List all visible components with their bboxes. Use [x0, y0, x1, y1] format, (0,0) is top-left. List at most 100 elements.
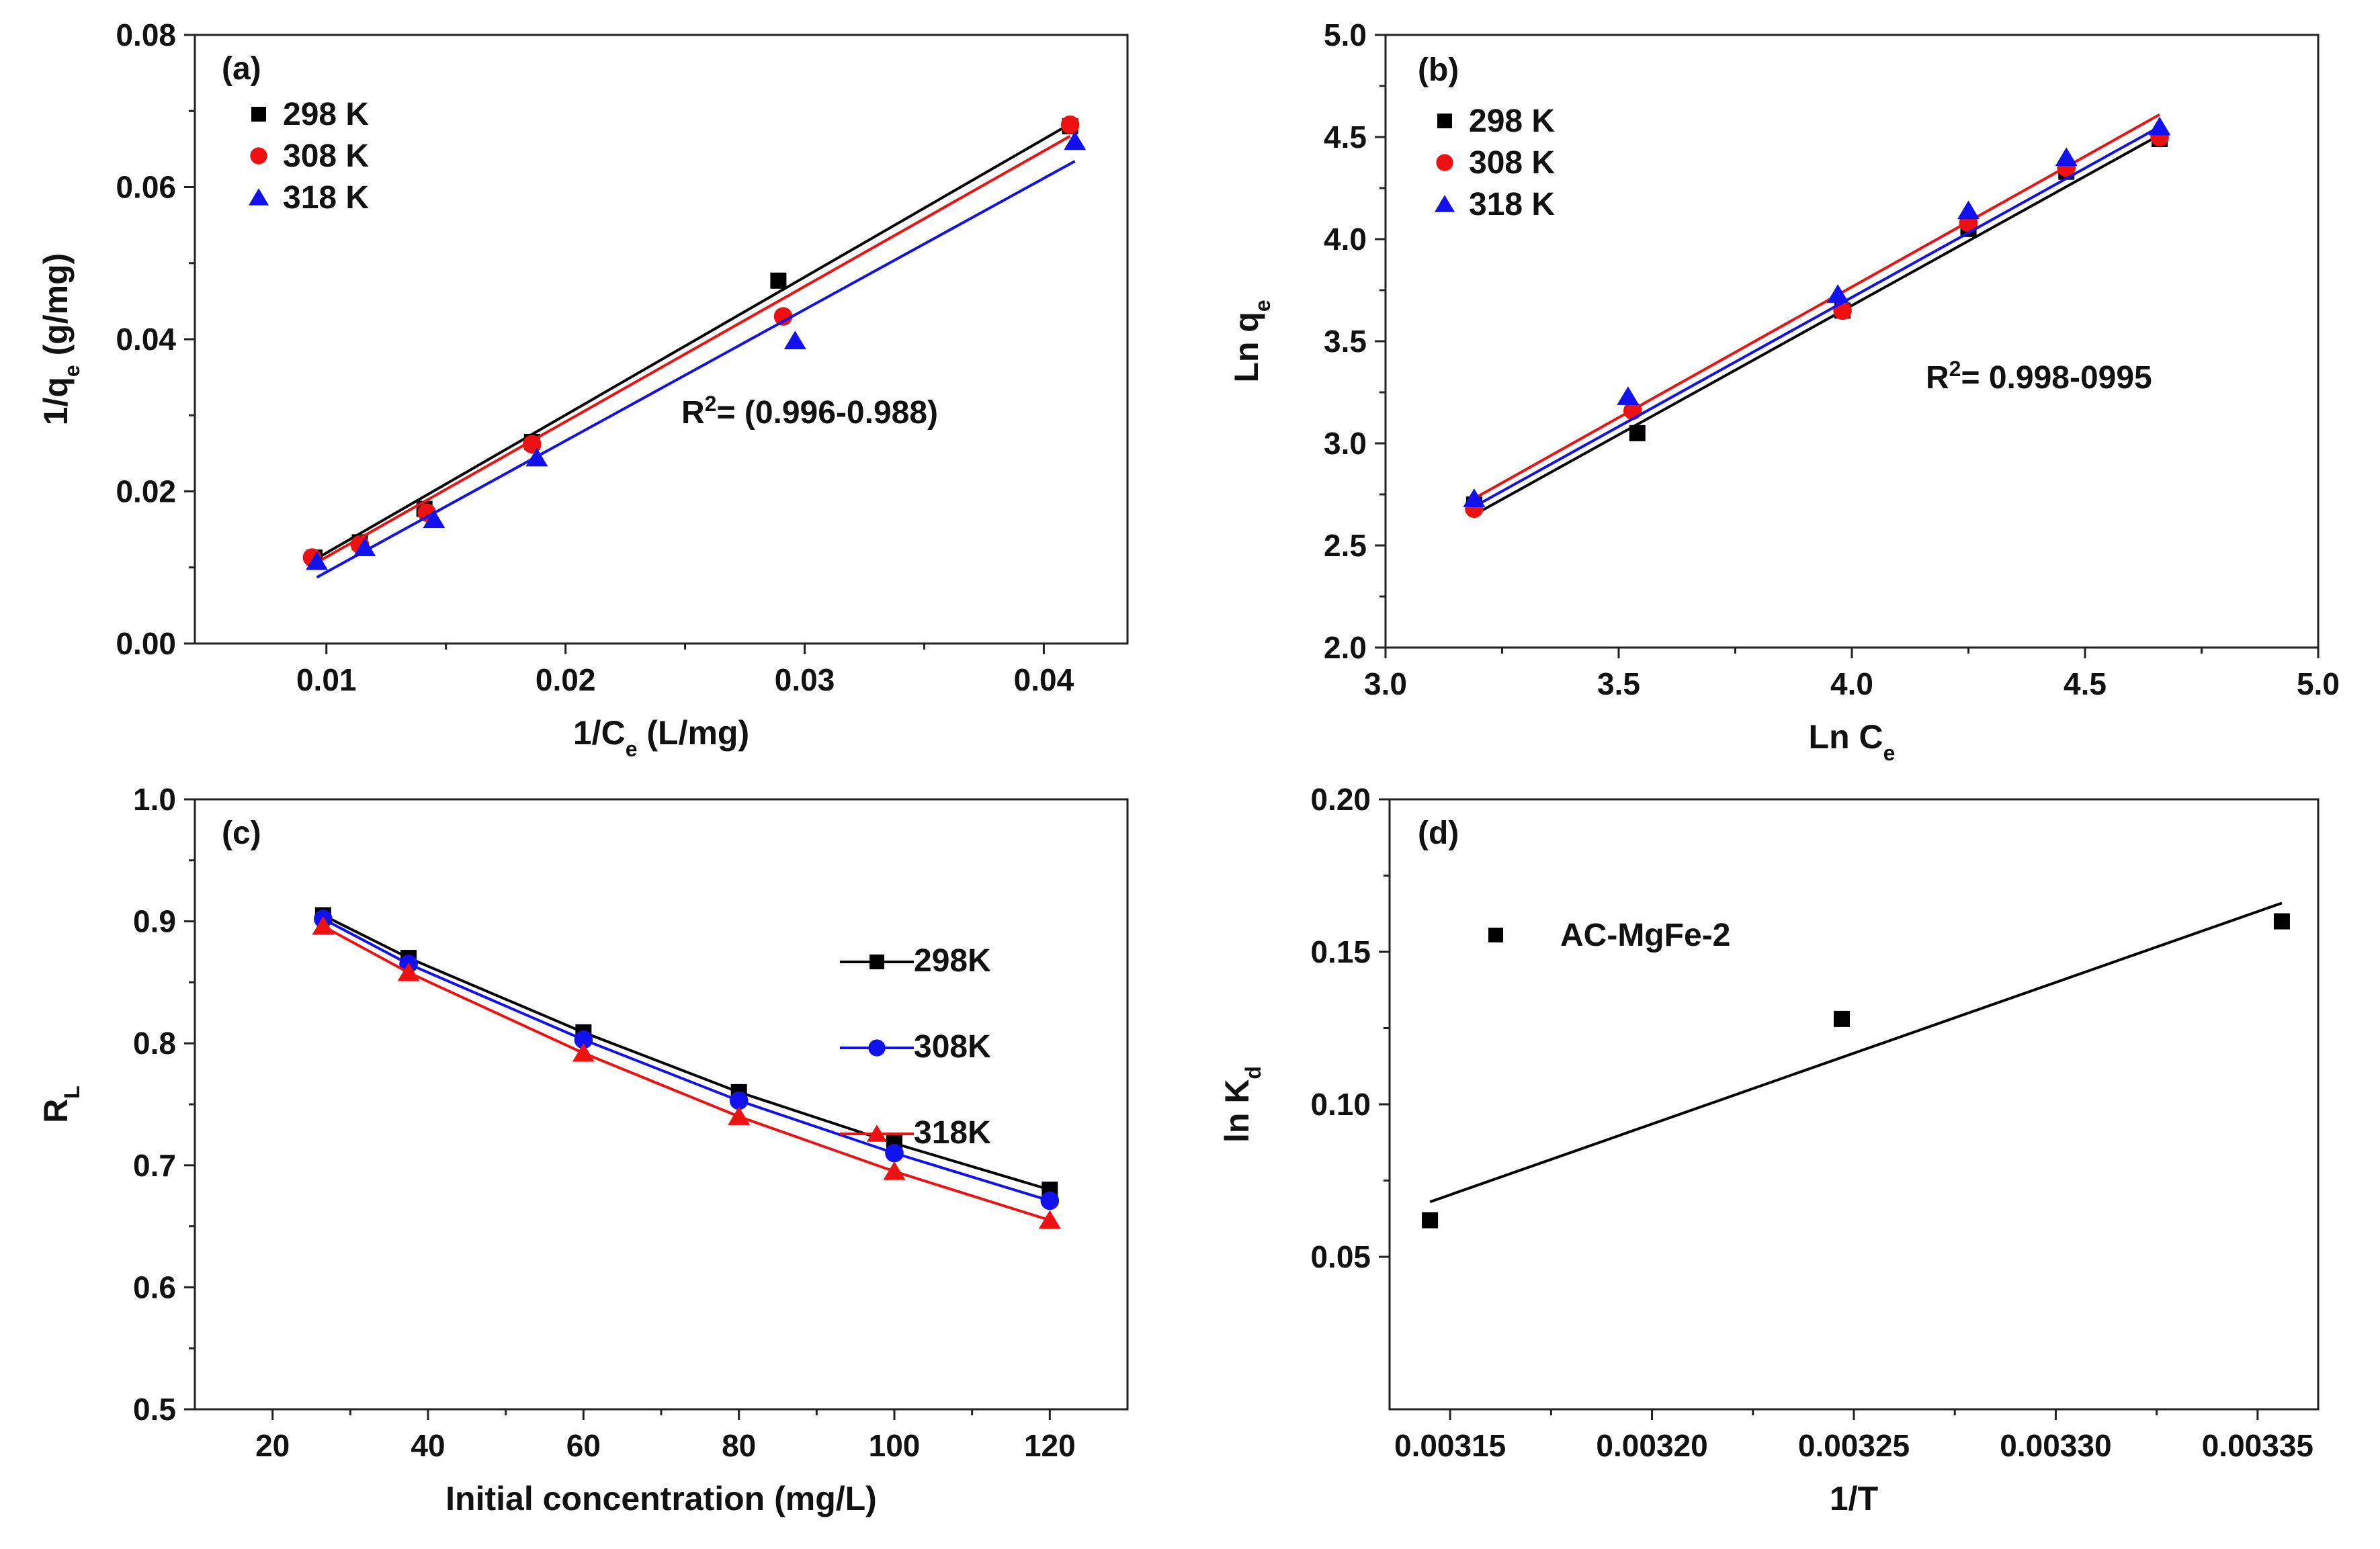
panel-a: 0.01 0.02 0.03 0.04 0.00 0.02 0.04 0.06 0.08 1/Ce… — [37, 17, 1129, 761]
data-point — [1038, 1210, 1061, 1229]
data-point — [572, 1043, 595, 1062]
y-tick-label: 4.5 — [1324, 120, 1367, 154]
y-tick-label: 0.10 — [1310, 1087, 1371, 1122]
y-tick-label: 0.8 — [133, 1026, 176, 1061]
legend-label: 308 K — [1469, 145, 1555, 181]
series-318k — [312, 916, 1061, 1229]
y-tick-label: 0.15 — [1310, 934, 1371, 969]
y-tick-label: 0.06 — [116, 170, 176, 205]
legend-marker — [1437, 114, 1452, 128]
legend-label: 298K — [914, 943, 991, 979]
fit-line — [313, 122, 1071, 562]
panel-d: 0.00315 0.00320 0.00325 0.00330 0.00335 0.05 0… — [1218, 782, 2320, 1517]
x-tick-label: 120 — [1024, 1428, 1076, 1463]
data-point — [728, 1106, 751, 1125]
x-axis-title: Ln Ce — [1809, 718, 1896, 765]
data-point — [2273, 913, 2290, 930]
legend-marker — [1434, 195, 1455, 212]
r-squared-annotation: R2= (0.996-0.988) — [681, 392, 938, 431]
x-axis-title: 1/T — [1830, 1480, 1878, 1517]
series-line — [322, 925, 1050, 1222]
x-tick-label: 0.03 — [775, 662, 835, 697]
legend-marker — [248, 188, 269, 206]
data-point — [423, 509, 445, 529]
legend-label: 318 K — [283, 180, 369, 216]
r-squared-annotation: R2= 0.998-0995 — [1926, 357, 2152, 396]
panel-letter: (c) — [222, 815, 261, 851]
y-tick-label: 0.08 — [116, 17, 176, 52]
legend: 298K 308K 318K — [840, 943, 991, 1151]
legend: AC-MgFe-2 — [1488, 918, 1730, 953]
x-tick-label: 60 — [566, 1428, 601, 1463]
x-tick-label: 3.5 — [1597, 666, 1640, 701]
data-point — [1957, 200, 1980, 220]
data-point — [770, 272, 787, 289]
y-tick-label: 0.7 — [133, 1148, 176, 1183]
fit-line — [316, 160, 1076, 579]
x-tick-label: 100 — [869, 1428, 921, 1463]
plot-frame — [1388, 798, 2320, 1411]
x-axis-title: Initial concentration (mg/L) — [445, 1480, 877, 1517]
x-tick-label: 0.04 — [1014, 662, 1074, 697]
panel-b: 3.0 3.5 4.0 4.5 5.0 2.0 2.5 3.0 3.5 4.0 4.5 5.0 Ln C… — [1228, 17, 2340, 765]
x-axis-title: 1/Ce (L/mg) — [573, 714, 749, 761]
legend-label: 318K — [914, 1115, 991, 1151]
x-tick-label: 4.5 — [2064, 666, 2107, 701]
data-point — [525, 447, 548, 467]
panel-letter: (d) — [1418, 815, 1459, 851]
legend-label: 298 K — [283, 97, 369, 132]
y-tick-label: 3.0 — [1324, 426, 1367, 461]
data-point — [1422, 1212, 1439, 1229]
legend-label: 308 K — [283, 138, 369, 174]
data-point — [353, 537, 376, 557]
fit-line — [311, 134, 1071, 567]
y-tick-label: 4.0 — [1324, 222, 1367, 257]
series-298-k — [306, 118, 1078, 566]
x-tick-label: 0.00335 — [2202, 1428, 2313, 1463]
y-axis-title: RL — [37, 1086, 84, 1123]
y-tick-label: 3.5 — [1324, 324, 1367, 359]
legend-marker — [869, 955, 884, 969]
y-axis-title: Ln qe — [1228, 300, 1275, 382]
legend-marker — [251, 107, 266, 122]
data-point — [1629, 425, 1646, 441]
x-tick-label: 0.00330 — [2000, 1428, 2111, 1463]
panel-c: 20 40 60 80 100 120 0.5 0.6 0.7 0.8 0.9 1.0 Initial … — [37, 782, 1129, 1517]
y-axis-title: ln Kd — [1218, 1066, 1265, 1143]
y-tick-label: 0.20 — [1310, 782, 1371, 817]
data-point — [729, 1091, 749, 1110]
legend: 298 K 308 K 318 K — [248, 97, 369, 216]
data-point — [1833, 301, 1852, 320]
y-tick-label: 2.0 — [1324, 630, 1367, 665]
y-tick-label: 1.0 — [133, 782, 176, 817]
legend-label: AC-MgFe-2 — [1560, 918, 1730, 953]
legend-marker — [250, 147, 267, 165]
fit-line — [1473, 113, 2161, 500]
data-point — [885, 1143, 904, 1163]
legend: 298 K 308 K 318 K — [1434, 103, 1555, 222]
y-tick-label: 0.9 — [133, 904, 176, 939]
series-318-k — [306, 131, 1087, 579]
x-tick-label: 3.0 — [1364, 666, 1407, 701]
x-tick-label: 0.00320 — [1596, 1428, 1707, 1463]
fit-line — [1473, 134, 2161, 517]
y-tick-label: 0.04 — [116, 322, 176, 357]
legend-marker — [868, 1039, 886, 1057]
data-point — [2148, 116, 2171, 136]
data-point — [1064, 131, 1087, 150]
legend-marker — [1436, 154, 1453, 171]
y-tick-label: 2.5 — [1324, 528, 1367, 563]
data-point — [2055, 147, 2078, 167]
legend-marker — [1488, 928, 1503, 942]
data-point — [574, 1030, 593, 1049]
x-tick-label: 80 — [722, 1428, 756, 1463]
legend-label: 308K — [914, 1029, 991, 1065]
data-point — [306, 551, 329, 570]
panel-letter: (a) — [222, 51, 261, 87]
data-point — [773, 307, 793, 326]
data-point — [397, 962, 420, 981]
series-ac-mgfe-2 — [1422, 901, 2290, 1229]
data-point — [312, 916, 335, 935]
data-point — [1833, 1010, 1850, 1027]
